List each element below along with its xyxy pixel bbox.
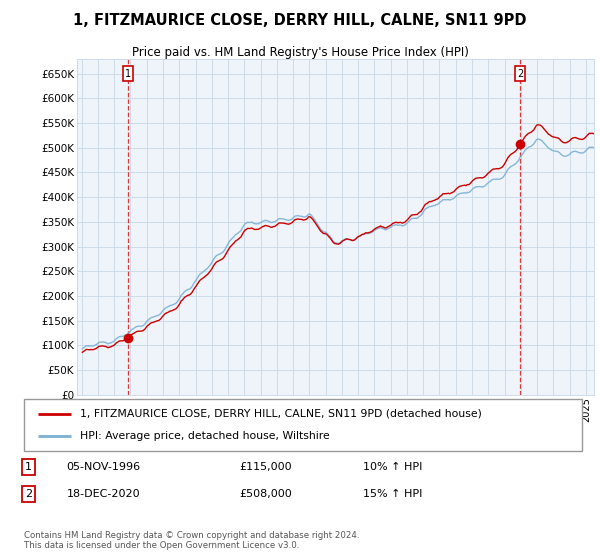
Text: £508,000: £508,000: [239, 489, 292, 498]
Text: 1: 1: [125, 69, 131, 78]
Text: 2: 2: [517, 69, 523, 78]
Text: Contains HM Land Registry data © Crown copyright and database right 2024.
This d: Contains HM Land Registry data © Crown c…: [23, 531, 359, 550]
Text: 1: 1: [25, 462, 32, 472]
Text: £115,000: £115,000: [239, 462, 292, 472]
Text: 18-DEC-2020: 18-DEC-2020: [67, 489, 140, 498]
FancyBboxPatch shape: [24, 399, 582, 451]
Text: 2: 2: [25, 489, 32, 498]
Text: 1, FITZMAURICE CLOSE, DERRY HILL, CALNE, SN11 9PD: 1, FITZMAURICE CLOSE, DERRY HILL, CALNE,…: [73, 13, 527, 28]
Text: 05-NOV-1996: 05-NOV-1996: [67, 462, 141, 472]
Text: HPI: Average price, detached house, Wiltshire: HPI: Average price, detached house, Wilt…: [80, 431, 329, 441]
Text: 1, FITZMAURICE CLOSE, DERRY HILL, CALNE, SN11 9PD (detached house): 1, FITZMAURICE CLOSE, DERRY HILL, CALNE,…: [80, 409, 482, 419]
Text: 10% ↑ HPI: 10% ↑ HPI: [364, 462, 423, 472]
Text: 15% ↑ HPI: 15% ↑ HPI: [364, 489, 423, 498]
Text: Price paid vs. HM Land Registry's House Price Index (HPI): Price paid vs. HM Land Registry's House …: [131, 46, 469, 59]
